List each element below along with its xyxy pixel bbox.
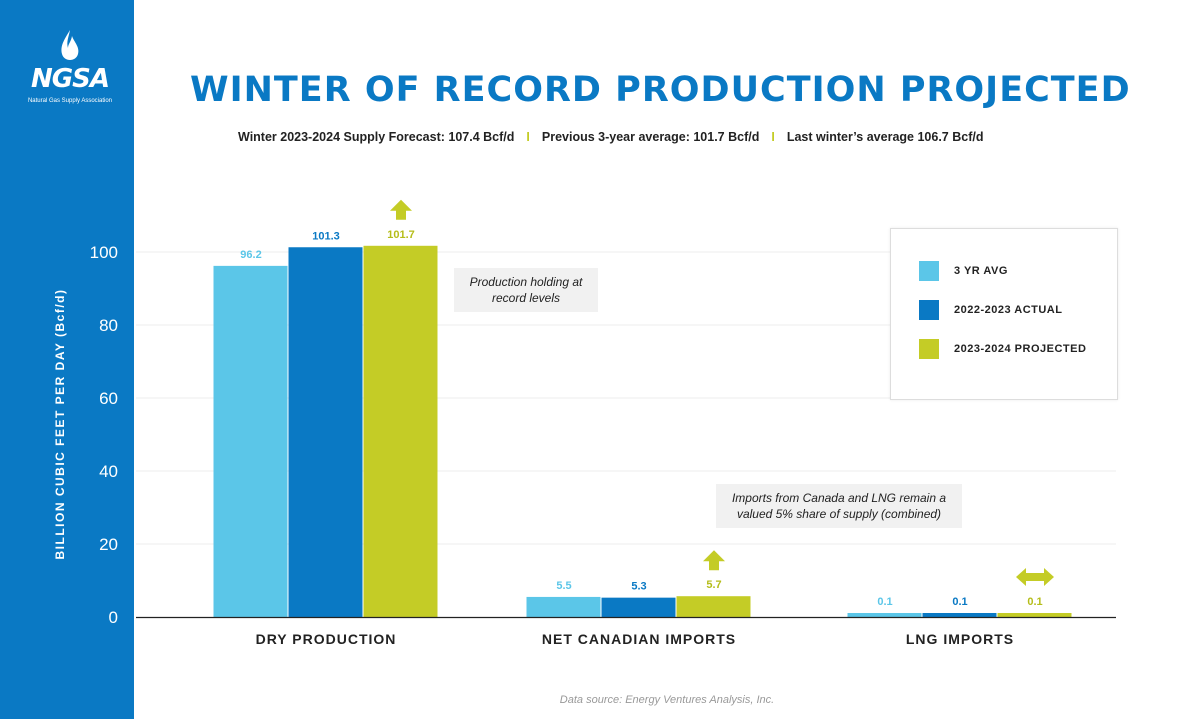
data-source: Data source: Energy Ventures Analysis, I…: [559, 694, 775, 706]
legend-item: 3 YR AVG: [919, 261, 1008, 281]
double-arrow-icon: [1016, 568, 1054, 586]
legend-swatch: [919, 261, 939, 281]
logo-subtext: Natural Gas Supply Association: [27, 98, 113, 104]
y-tick-label: 100: [90, 243, 118, 262]
category-label: NET CANADIAN IMPORTS: [542, 631, 736, 647]
bar: [288, 247, 363, 617]
y-tick-label: 60: [99, 389, 118, 408]
legend-swatch: [919, 300, 939, 320]
data-label: 5.5: [556, 580, 571, 592]
bar: [526, 596, 601, 617]
sidebar: NGSA Natural Gas Supply Association: [0, 0, 134, 719]
legend-swatch: [919, 339, 939, 359]
data-label: 0.1: [877, 596, 892, 608]
page-title: WINTER OF RECORD PRODUCTION PROJECTED: [190, 70, 1131, 110]
subtitle: Winter 2023-2024 Supply Forecast: 107.4 …: [238, 130, 983, 144]
subtitle-separator: I: [526, 130, 530, 144]
flame-icon: [61, 30, 79, 60]
y-tick-label: 40: [99, 462, 118, 481]
subtitle-item: Previous 3-year average: 101.7 Bcf/d: [541, 130, 760, 144]
bar: [922, 613, 997, 617]
legend-item: 2022-2023 ACTUAL: [919, 300, 1062, 320]
data-label: 0.1: [1027, 596, 1042, 608]
annotation-production: Production holding at record levels: [454, 268, 598, 312]
data-label: 96.2: [240, 249, 261, 261]
subtitle-separator: I: [771, 130, 775, 144]
legend-label: 2023-2024 PROJECTED: [954, 343, 1087, 355]
bar: [847, 613, 922, 617]
subtitle-item: Last winter’s average 106.7 Bcf/d: [786, 130, 984, 144]
data-label: 101.7: [387, 229, 415, 241]
bar: [213, 265, 288, 617]
legend-label: 3 YR AVG: [954, 265, 1008, 277]
annotation-imports: Imports from Canada and LNG remain a val…: [716, 484, 962, 528]
subtitle-item: Winter 2023-2024 Supply Forecast: 107.4 …: [238, 130, 515, 144]
y-tick-label: 0: [109, 608, 118, 627]
legend: 3 YR AVG 2022-2023 ACTUAL 2023-2024 PROJ…: [890, 228, 1118, 400]
data-label: 101.3: [312, 230, 340, 242]
ngsa-logo: NGSA Natural Gas Supply Association: [20, 28, 120, 112]
data-label: 5.3: [631, 581, 646, 593]
y-tick-label: 80: [99, 316, 118, 335]
data-label: 5.7: [706, 579, 721, 591]
category-label: DRY PRODUCTION: [256, 631, 397, 647]
logo-text: NGSA: [31, 64, 110, 94]
up-arrow-icon: [390, 199, 412, 220]
legend-item: 2023-2024 PROJECTED: [919, 339, 1086, 359]
bar: [676, 596, 751, 617]
up-arrow-icon: [703, 550, 725, 571]
category-label: LNG IMPORTS: [906, 631, 1014, 647]
bar: [363, 245, 438, 618]
y-tick-label: 20: [99, 535, 118, 554]
bar: [601, 597, 676, 617]
data-label: 0.1: [952, 596, 967, 608]
bar: [997, 613, 1072, 617]
legend-label: 2022-2023 ACTUAL: [954, 304, 1063, 316]
